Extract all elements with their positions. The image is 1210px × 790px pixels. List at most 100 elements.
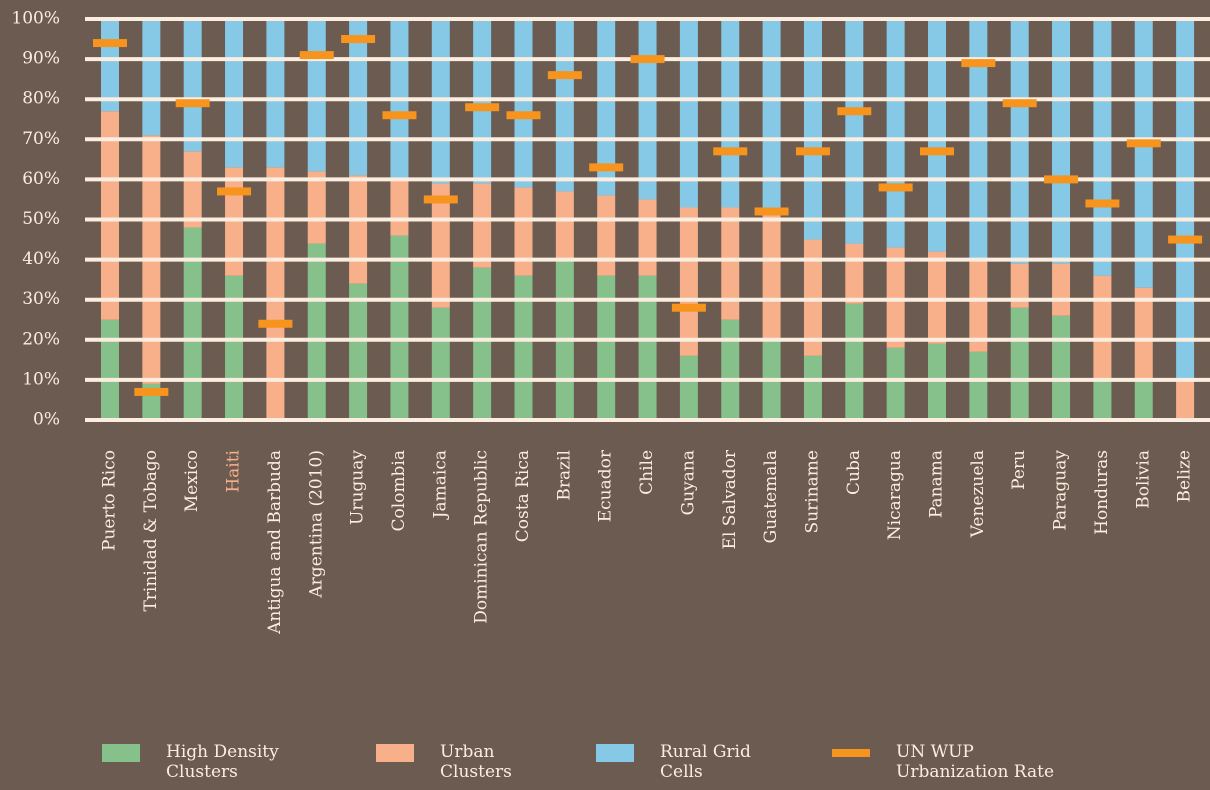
x-tick-label: Dominican Republic [472,450,492,624]
x-tick-label: Ecuador [596,449,616,522]
x-tick-label: Puerto Rico [100,450,120,551]
legend-swatch [102,744,140,762]
marker [1044,175,1079,184]
bar-segment [845,303,864,420]
bar-segment [803,355,822,420]
legend-item: UN WUP Urbanization Rate [832,742,1056,782]
bar-segment [597,195,616,276]
x-tick-label: Colombia [389,450,409,532]
bar-segment [473,183,492,268]
x-tick-label: Belize [1175,450,1195,502]
marker [795,147,830,156]
bar-segment [638,199,657,276]
bar-segment [638,19,657,200]
bar-segment [928,251,946,344]
marker [1168,235,1203,244]
bar-segment [514,187,533,276]
bar-segment [514,275,533,420]
bar-segment [266,19,285,168]
bar-segment [803,19,822,240]
x-tick-label: Chile [637,450,657,495]
y-tick-label: 40% [22,249,60,269]
x-tick-label: Venezuela [968,450,988,538]
marker [423,195,458,204]
bar-segment [762,211,781,340]
bar-segment [597,275,616,420]
y-tick-label: 0% [33,410,60,430]
bar-segment [183,151,202,228]
bar-segment [1134,379,1153,420]
marker [754,207,789,216]
bar-segment [969,259,988,352]
x-tick-label: Argentina (2010) [306,450,326,599]
x-tick-label: El Salvador [720,449,740,549]
bar-segment [928,343,946,420]
bar-segment [597,19,616,196]
bar-segment [762,19,781,212]
bar-segment [390,179,409,236]
bar-segment [969,351,988,420]
marker [341,35,376,44]
bar-segment [1010,263,1029,308]
bar-segment [679,355,698,420]
x-tick-label: Antigua and Barbuda [265,450,285,635]
x-tick-label: Brazil [554,450,574,501]
bar-segment [721,319,740,420]
y-tick-label: 70% [22,129,60,149]
marker [217,187,252,196]
y-tick-label: 80% [22,89,60,109]
x-tick-label: Nicaragua [885,450,905,540]
grid [85,17,1210,422]
bar-segment [845,19,864,244]
y-tick-label: 30% [22,289,60,309]
y-tick-label: 60% [22,169,60,189]
marker [134,387,169,396]
legend-item: High Density Clusters [102,742,301,782]
bar-segment [349,175,368,284]
bar-segment [1093,19,1112,276]
bar-segment [679,19,698,208]
marker [671,303,706,312]
x-tick-label: Honduras [1092,450,1112,535]
x-tick-label: Peru [1009,450,1029,490]
bar-segment [183,19,202,152]
legend-item: Urban Clusters [376,742,540,782]
bar-segment [721,19,740,208]
bar-segment [473,267,492,420]
y-tick-label: 10% [22,369,60,389]
y-tick-label: 20% [22,329,60,349]
x-tick-label: Paraguay [1051,450,1071,531]
x-tick-label: Suriname [802,450,822,533]
bar-segment [679,207,698,356]
legend-swatch [596,744,634,762]
x-tick-label: Costa Rica [513,450,533,542]
bar-segment [555,191,574,260]
bar-segment [390,235,409,420]
y-tick-label: 100% [11,9,60,29]
marker [837,107,872,116]
bar-segment [142,19,161,136]
bar-segment [803,239,822,356]
bar-segment [225,275,244,420]
marker [630,55,665,64]
bar-segment [101,319,119,420]
x-tick-label: Panama [927,450,947,518]
bar-segment [1010,19,1029,264]
bar-segment [721,207,740,320]
bar-segment [928,19,946,252]
bar-segment [1010,307,1029,420]
bar-segment [307,19,326,172]
marker [1002,99,1037,108]
bar-segment [431,19,450,184]
x-tick-label: Guyana [678,450,698,515]
bar-segment [1052,263,1071,316]
marker [465,103,500,112]
marker [506,111,541,120]
legend-label: UN WUP Urbanization Rate [896,742,1055,782]
x-tick-label: Bolivia [1133,450,1153,509]
x-tick-label: Mexico [182,450,202,512]
bar-segment [555,19,574,192]
x-tick-label: Trinidad & Tobago [141,450,161,612]
bar-segment [886,347,905,420]
